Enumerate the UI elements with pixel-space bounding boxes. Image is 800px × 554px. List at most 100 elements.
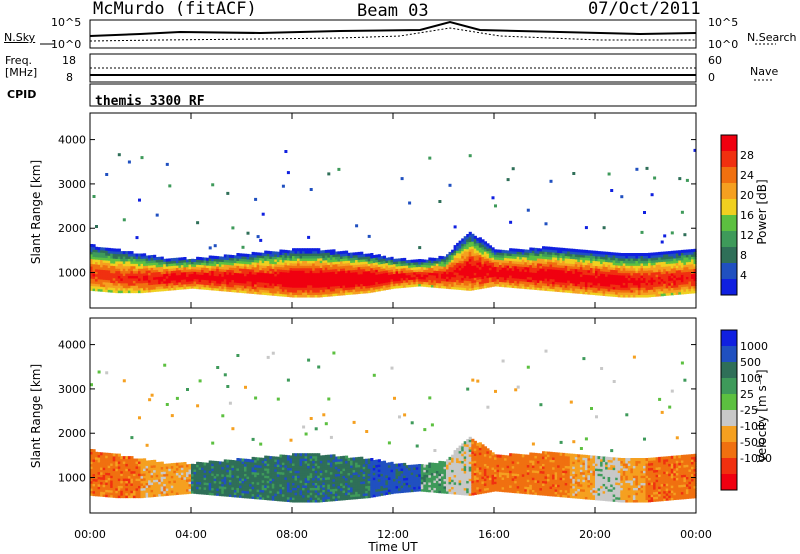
- power-cell: [529, 249, 533, 253]
- power-cell: [100, 286, 104, 290]
- power-cell: [110, 257, 114, 261]
- power-cell: [504, 262, 508, 266]
- velocity-cell: [117, 460, 121, 464]
- velocity-cell: [216, 470, 220, 474]
- velocity-cell: [168, 485, 172, 489]
- power-cell: [660, 281, 664, 285]
- power-cell: [473, 240, 477, 244]
- power-cell: [127, 253, 132, 257]
- power-cell: [120, 280, 124, 284]
- power-cell: [342, 270, 346, 274]
- power-cell: [488, 274, 493, 278]
- power-cell: [183, 279, 187, 283]
- power-cell: [256, 284, 260, 288]
- power-cell: [395, 273, 399, 277]
- power-cell: [600, 287, 604, 291]
- power-cell: [203, 281, 207, 285]
- power-cell: [334, 253, 339, 257]
- velocity-scatter-point: [90, 383, 93, 387]
- power-cell: [203, 274, 207, 278]
- power-cell: [120, 253, 124, 257]
- power-cell: [168, 260, 172, 264]
- power-cell: [307, 250, 311, 254]
- power-cell: [115, 258, 119, 262]
- velocity-cell: [216, 492, 220, 496]
- power-cell: [552, 273, 556, 277]
- power-cell: [552, 269, 556, 273]
- power-cell: [120, 282, 124, 286]
- power-cell: [286, 255, 291, 259]
- power-cell: [329, 278, 334, 282]
- power-cell: [97, 251, 101, 255]
- power-cell: [658, 278, 662, 282]
- velocity-cell: [143, 492, 147, 496]
- velocity-cell: [135, 458, 139, 462]
- power-cell: [390, 286, 394, 290]
- power-cell: [120, 258, 124, 262]
- power-cell: [276, 261, 280, 265]
- velocity-cell: [226, 459, 230, 463]
- power-cell: [569, 277, 573, 281]
- velocity-scatter-point: [228, 401, 232, 405]
- power-cell: [451, 266, 455, 270]
- power-cell: [635, 265, 639, 269]
- power-cell: [372, 274, 376, 278]
- velocity-cell: [203, 474, 207, 478]
- velocity-cell: [92, 463, 96, 467]
- velocity-cell: [163, 490, 167, 494]
- velocity-cell: [127, 490, 132, 494]
- velocity-cell: [92, 454, 96, 458]
- power-cell: [97, 247, 101, 251]
- power-cell: [120, 285, 124, 289]
- noise-panel: [40, 19, 776, 49]
- power-cell: [352, 264, 356, 268]
- velocity-cell: [150, 489, 154, 493]
- power-cell: [420, 259, 424, 263]
- power-cell: [183, 261, 187, 265]
- power-cell: [117, 285, 121, 289]
- power-cell: [107, 286, 111, 290]
- velocity-cell: [120, 458, 124, 462]
- power-cell: [196, 281, 200, 285]
- power-cell: [271, 251, 275, 255]
- power-cell: [557, 249, 561, 253]
- velocity-cell: [228, 493, 233, 497]
- velocity-cell: [193, 466, 197, 470]
- velocity-cell: [163, 473, 167, 477]
- power-cell: [269, 253, 273, 257]
- velocity-cell: [196, 483, 200, 487]
- velocity-cell: [183, 474, 187, 478]
- velocity-cell: [201, 486, 205, 490]
- power-cell: [643, 267, 647, 271]
- power-cell: [519, 249, 523, 253]
- velocity-cell: [115, 495, 119, 499]
- power-cell: [461, 279, 465, 283]
- velocity-cell: [110, 487, 114, 491]
- velocity-cell: [196, 491, 200, 495]
- date-title: 07/Oct/2011: [588, 0, 701, 19]
- power-cell: [112, 265, 116, 269]
- power-cell: [501, 271, 505, 275]
- power-cell: [279, 259, 283, 263]
- power-cell: [590, 255, 594, 259]
- velocity-cell: [120, 495, 124, 499]
- power-cell: [501, 264, 505, 268]
- velocity-cell: [105, 469, 109, 473]
- power-cell: [377, 285, 381, 289]
- power-cell: [140, 285, 144, 289]
- power-cell: [122, 270, 126, 274]
- power-cell: [208, 270, 212, 274]
- velocity-cell: [198, 462, 202, 466]
- power-cell: [587, 255, 591, 259]
- power-cell: [332, 278, 336, 282]
- velocity-cell: [122, 468, 126, 472]
- velocity-cell: [143, 485, 147, 489]
- power-cell: [140, 275, 144, 279]
- power-cell: [569, 275, 573, 279]
- power-cell: [536, 279, 541, 283]
- power-cell: [213, 282, 217, 286]
- power-cell: [471, 250, 475, 254]
- power-cell: [175, 277, 180, 281]
- power-cell: [587, 284, 591, 288]
- power-cell: [191, 280, 195, 284]
